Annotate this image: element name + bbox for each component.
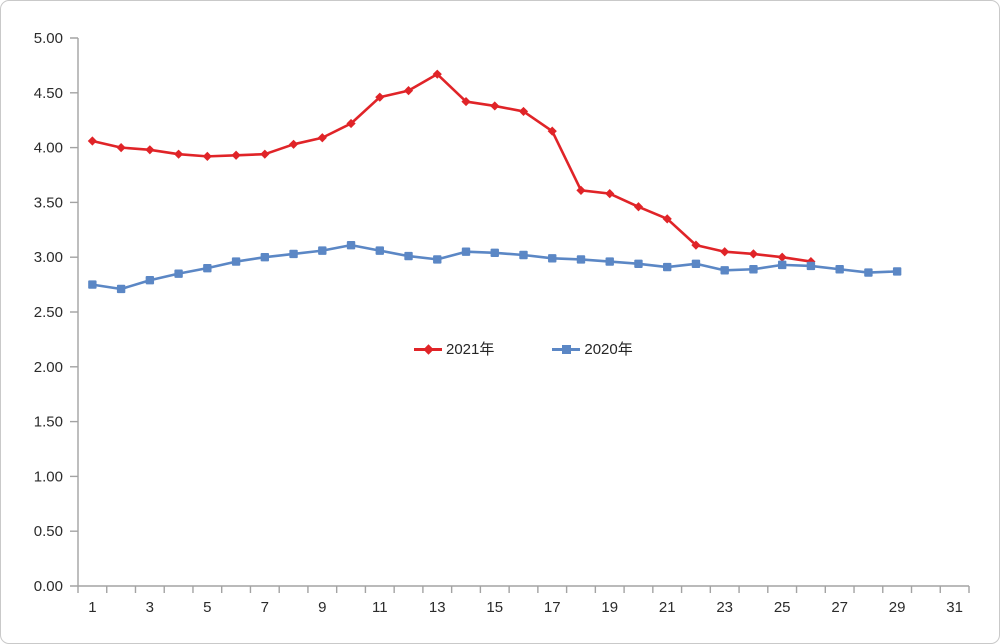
data-point-diamond	[461, 96, 471, 107]
chart-legend: 2021年 2020年	[414, 342, 633, 357]
data-point-square	[605, 257, 614, 266]
data-point-diamond	[576, 185, 586, 195]
data-point-diamond	[288, 139, 299, 149]
data-point-square	[88, 280, 97, 289]
x-axis-tick-label: 25	[774, 599, 791, 616]
data-point-square	[835, 265, 844, 274]
data-point-diamond	[490, 101, 500, 111]
data-point-square	[720, 266, 729, 275]
data-point-diamond	[748, 249, 759, 259]
data-point-square	[404, 251, 413, 261]
y-axis-tick-label: 2.00	[34, 359, 63, 376]
data-point-square	[576, 255, 586, 264]
y-axis-tick-label: 3.50	[34, 194, 63, 211]
blue-square-marker-icon	[562, 345, 572, 354]
data-point-diamond	[432, 69, 442, 79]
y-axis-tick-label: 3.00	[34, 249, 63, 266]
x-axis-tick-label: 3	[146, 599, 154, 616]
y-axis-tick-label: 0.00	[34, 578, 63, 595]
data-point-diamond	[547, 126, 557, 136]
data-point-square	[231, 257, 241, 266]
x-axis-tick-label: 5	[203, 599, 211, 616]
data-point-square	[318, 246, 327, 255]
legend-item-2021: 2021年	[414, 342, 494, 357]
data-point-square	[346, 240, 356, 250]
y-axis-tick-label: 5.00	[34, 30, 63, 47]
x-axis-tick-label: 13	[429, 599, 446, 616]
x-axis-tick-label: 27	[831, 599, 848, 616]
y-axis-tick-label: 4.50	[34, 85, 63, 102]
data-point-diamond	[231, 150, 241, 160]
x-axis-tick-label: 17	[544, 599, 561, 616]
data-point-square	[203, 263, 212, 273]
x-axis-tick-label: 29	[889, 599, 906, 616]
data-point-diamond	[346, 118, 356, 129]
data-point-square	[490, 248, 499, 258]
y-axis-tick-label: 1.50	[34, 414, 63, 431]
y-axis-tick-label: 4.00	[34, 140, 63, 157]
data-point-diamond	[260, 149, 270, 159]
y-axis-tick-label: 0.50	[34, 523, 63, 540]
data-point-diamond	[87, 136, 97, 146]
data-point-square	[433, 255, 442, 264]
legend-swatch-2021	[414, 344, 442, 355]
y-axis-tick-label: 1.00	[34, 468, 63, 485]
data-point-square	[749, 265, 758, 274]
x-axis-tick-label: 19	[601, 599, 618, 616]
data-point-square	[864, 268, 873, 277]
data-point-diamond	[518, 106, 529, 117]
data-point-square	[548, 254, 557, 263]
data-point-diamond	[202, 151, 212, 161]
data-point-diamond	[777, 252, 787, 262]
data-point-diamond	[605, 189, 615, 199]
data-point-square	[375, 246, 384, 255]
data-point-diamond	[173, 149, 184, 159]
data-point-diamond	[317, 133, 327, 143]
x-axis-tick-label: 21	[659, 599, 676, 616]
data-point-square	[691, 259, 701, 268]
red-diamond-marker-icon	[423, 344, 434, 355]
data-point-diamond	[145, 145, 155, 155]
data-point-square	[806, 261, 816, 271]
data-point-square	[634, 259, 643, 268]
legend-item-2020: 2020年	[552, 341, 633, 358]
data-point-square	[174, 269, 183, 278]
data-point-diamond	[633, 202, 644, 212]
data-point-diamond	[375, 92, 385, 102]
legend-swatch-2020	[552, 344, 581, 355]
data-point-diamond	[403, 86, 414, 96]
x-axis-tick-label: 1	[88, 599, 96, 616]
data-point-square	[519, 250, 528, 260]
legend-label-2020: 2020年	[584, 341, 633, 358]
data-point-square	[663, 262, 672, 272]
data-point-square	[145, 276, 155, 285]
data-point-square	[461, 247, 471, 256]
data-point-diamond	[116, 143, 126, 153]
data-point-square	[777, 260, 787, 270]
data-point-square	[892, 267, 902, 276]
x-axis-tick-label: 23	[716, 599, 733, 616]
data-point-diamond	[720, 247, 730, 257]
data-point-square	[116, 284, 126, 294]
x-axis-tick-label: 11	[372, 599, 388, 616]
data-point-square	[289, 249, 298, 259]
legend-label-2021: 2021年	[446, 341, 495, 358]
data-point-diamond	[691, 240, 701, 250]
data-point-square	[260, 253, 270, 262]
y-axis-tick-label: 2.50	[34, 304, 63, 321]
series-line-2021年	[91, 72, 813, 263]
data-point-diamond	[662, 214, 672, 224]
x-axis-tick-label: 31	[946, 599, 963, 616]
x-axis-tick-label: 7	[261, 599, 269, 616]
x-axis-tick-label: 15	[486, 599, 503, 616]
x-axis-tick-label: 9	[318, 599, 326, 616]
